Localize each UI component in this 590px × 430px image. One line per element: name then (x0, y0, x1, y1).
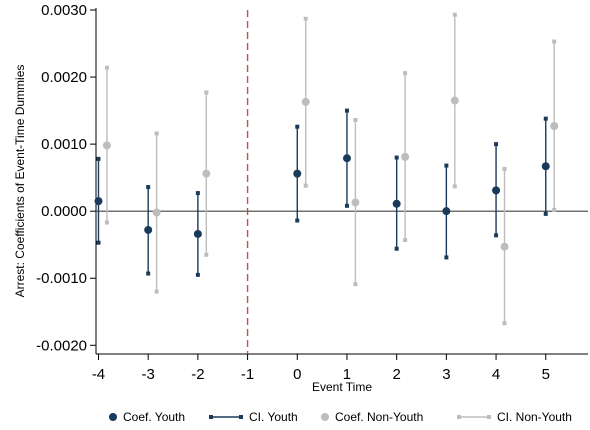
ci-cap-non-youth (552, 207, 557, 212)
y-tick-label: 0.0000 (41, 203, 87, 220)
ci-cap-non-youth (104, 220, 109, 225)
ci-cap-youth (494, 233, 499, 238)
ci-cap-youth (494, 142, 499, 147)
series-youth (94, 108, 550, 277)
point-non-youth (550, 122, 559, 131)
legend-label: Coef. Non-Youth (335, 410, 423, 424)
ci-cap-youth (394, 155, 399, 160)
ci-cap-youth (394, 246, 399, 251)
point-youth (492, 186, 501, 195)
legend-swatch (321, 413, 329, 421)
ci-cap-non-youth (154, 289, 159, 294)
point-youth (293, 169, 302, 178)
point-non-youth (301, 97, 310, 106)
ci-cap-non-youth (403, 71, 408, 76)
point-non-youth (351, 198, 360, 207)
legend-label: CI. Youth (249, 410, 298, 424)
x-tick-label: -4 (92, 366, 105, 383)
point-non-youth (202, 169, 211, 178)
legend-item: Coef. Youth (109, 410, 185, 424)
ci-cap-youth (295, 124, 300, 129)
ci-cap-non-youth (303, 16, 308, 21)
ci-cap-non-youth (154, 131, 159, 136)
ci-cap-youth (96, 240, 101, 245)
x-tick-label: -3 (142, 366, 155, 383)
ci-cap-non-youth (104, 65, 109, 70)
ci-cap-youth (543, 211, 548, 216)
plot-area: -0.0020 -0.0010 0.0000 0.0010 0.0020 0.0030 -… (36, 2, 588, 383)
point-youth (392, 199, 401, 208)
y-tick-label: -0.0010 (36, 270, 87, 287)
legend-swatch-cap (209, 415, 213, 419)
ci-cap-non-youth (452, 12, 457, 17)
legend: Coef. Youth CI. Youth Coef. Non-Youth CI. N… (109, 410, 572, 424)
series-layer (94, 12, 559, 326)
point-non-youth (500, 242, 509, 251)
ci-cap-non-youth (303, 183, 308, 188)
point-youth (144, 225, 153, 234)
ci-cap-non-youth (502, 166, 507, 171)
ci-cap-non-youth (403, 238, 408, 243)
ci-cap-youth (444, 255, 449, 260)
legend-item: Coef. Non-Youth (321, 410, 423, 424)
point-non-youth (450, 96, 459, 105)
ci-cap-youth (96, 156, 101, 161)
x-tick-label: 3 (442, 366, 450, 383)
point-youth (193, 229, 202, 238)
legend-swatch-cap (487, 415, 491, 419)
legend-swatch-cap (457, 415, 461, 419)
ci-cap-youth (146, 185, 151, 190)
x-tick-label: -2 (191, 366, 204, 383)
x-tick-label: 1 (343, 366, 351, 383)
point-non-youth (152, 208, 161, 217)
legend-item: CI. Non-Youth (457, 410, 572, 424)
point-youth (342, 154, 351, 163)
ci-cap-non-youth (204, 90, 209, 95)
y-tick-label: 0.0030 (41, 2, 87, 19)
x-tick-label: 4 (492, 366, 500, 383)
point-youth (541, 162, 550, 171)
ci-cap-youth (444, 163, 449, 168)
ci-cap-non-youth (204, 252, 209, 257)
ci-cap-youth (195, 272, 200, 277)
legend-swatch (109, 413, 117, 421)
y-axis-ticks: -0.0020 -0.0010 0.0000 0.0010 0.0020 0.0030 (36, 2, 96, 354)
ci-cap-youth (195, 191, 200, 196)
ci-cap-youth (344, 203, 349, 208)
x-axis-ticks: -4 -3 -2 -1 0 1 2 3 4 5 (92, 354, 550, 383)
x-tick-label: 0 (293, 366, 301, 383)
point-non-youth (401, 152, 410, 161)
y-axis-title: Arrest: Coefficients of Event-Time Dummi… (13, 65, 27, 298)
x-tick-label: 2 (392, 366, 400, 383)
ci-cap-youth (146, 271, 151, 276)
point-youth (442, 207, 451, 216)
y-tick-label: -0.0020 (36, 337, 87, 354)
point-non-youth (102, 141, 111, 150)
legend-item: CI. Youth (209, 410, 298, 424)
y-tick-label: 0.0010 (41, 136, 87, 153)
ci-cap-non-youth (552, 39, 557, 44)
ci-cap-youth (295, 218, 300, 223)
ci-cap-non-youth (353, 282, 358, 287)
y-tick-label: 0.0020 (41, 69, 87, 86)
x-axis-title: Event Time (312, 380, 372, 394)
x-tick-label: 5 (542, 366, 550, 383)
legend-label: CI. Non-Youth (497, 410, 572, 424)
series-non-youth (102, 12, 559, 326)
legend-swatch-cap (239, 415, 243, 419)
point-youth (94, 197, 103, 206)
ci-cap-non-youth (353, 117, 358, 122)
ci-cap-non-youth (502, 321, 507, 326)
ci-cap-non-youth (452, 184, 457, 189)
ci-cap-youth (344, 108, 349, 113)
legend-label: Coef. Youth (123, 410, 185, 424)
ci-cap-youth (543, 116, 548, 121)
x-tick-label: -1 (241, 366, 254, 383)
